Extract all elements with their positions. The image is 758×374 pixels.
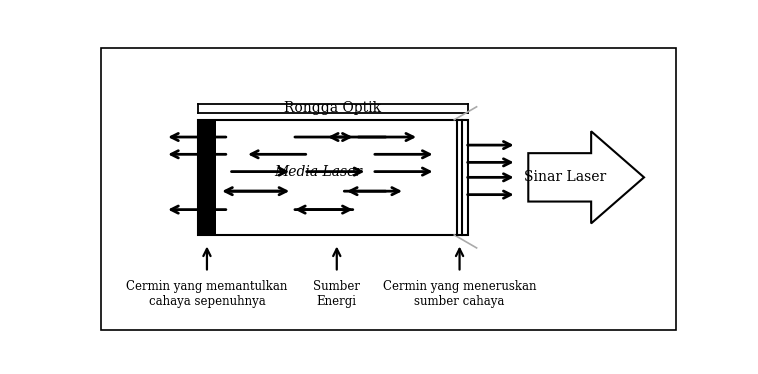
Text: Sumber
Energi: Sumber Energi [313, 280, 360, 307]
Bar [198, 120, 468, 235]
Bar [198, 120, 216, 235]
Text: Cermin yang meneruskan
sumber cahaya: Cermin yang meneruskan sumber cahaya [383, 280, 537, 307]
Text: Sinar Laser: Sinar Laser [525, 170, 606, 184]
Polygon shape [528, 131, 644, 223]
Text: Cermin yang memantulkan
cahaya sepenuhnya: Cermin yang memantulkan cahaya sepenuhny… [127, 280, 287, 307]
Text: Rongga Optik: Rongga Optik [284, 101, 381, 115]
Text: Media Laser: Media Laser [274, 165, 362, 179]
